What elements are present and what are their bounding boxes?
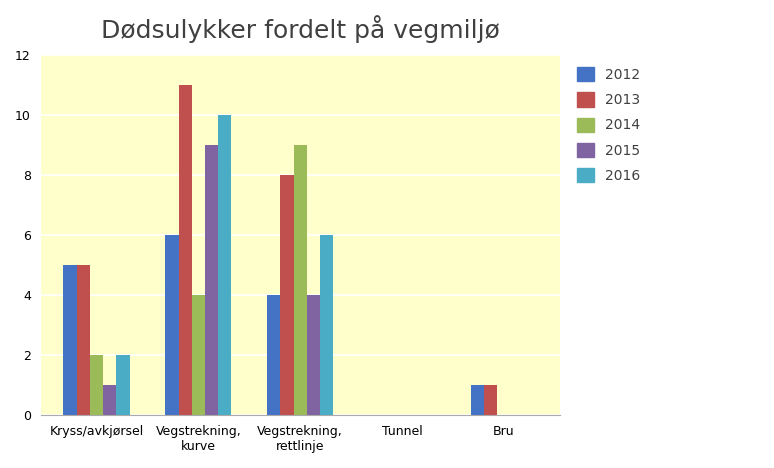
Bar [103, 385, 116, 415]
Bar [320, 235, 334, 415]
Bar [192, 295, 205, 415]
Bar [179, 85, 192, 415]
Bar [205, 145, 218, 415]
Bar [267, 295, 280, 415]
Bar [293, 145, 307, 415]
Title: Dødsulykker fordelt på vegmiljø: Dødsulykker fordelt på vegmiljø [101, 15, 499, 43]
Bar [166, 235, 179, 415]
Bar [116, 355, 130, 415]
Bar [280, 175, 293, 415]
Bar [484, 385, 497, 415]
Bar [218, 115, 231, 415]
Bar [471, 385, 484, 415]
Bar [90, 355, 103, 415]
Bar [77, 265, 90, 415]
Bar [63, 265, 77, 415]
Legend: 2012, 2013, 2014, 2015, 2016: 2012, 2013, 2014, 2015, 2016 [572, 61, 646, 188]
Bar [307, 295, 320, 415]
